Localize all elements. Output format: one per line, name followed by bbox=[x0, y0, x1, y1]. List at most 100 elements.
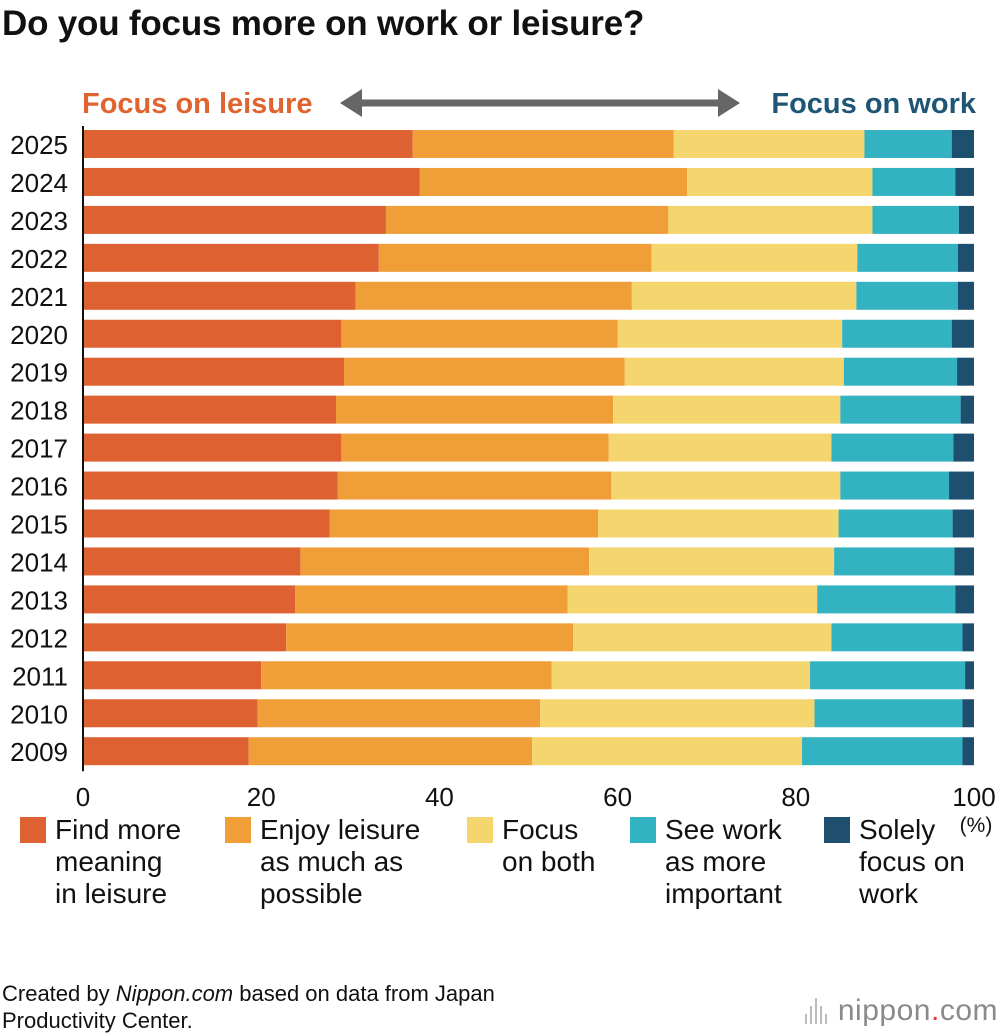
bar-segment bbox=[412, 130, 674, 158]
bar-segment bbox=[83, 585, 296, 614]
year-label: 2019 bbox=[10, 358, 68, 388]
bar-segment bbox=[960, 395, 974, 424]
direction-arrow-icon bbox=[340, 89, 740, 117]
legend-swatch bbox=[824, 817, 850, 843]
bar-segment bbox=[687, 167, 873, 196]
bar-segment bbox=[962, 737, 974, 766]
bar-segment bbox=[355, 281, 632, 310]
bar-segment bbox=[419, 167, 688, 196]
bar-segment bbox=[955, 167, 974, 196]
source-line2: Productivity Center. bbox=[2, 1008, 193, 1033]
year-label: 2009 bbox=[10, 737, 68, 767]
bar-segment bbox=[872, 167, 956, 196]
bar-segment bbox=[810, 661, 966, 690]
bar-segment bbox=[540, 699, 815, 728]
bar-segment bbox=[831, 433, 954, 462]
year-label: 2014 bbox=[10, 547, 68, 577]
x-unit-label: (%) bbox=[960, 814, 993, 837]
nippon-logo: nippon.com bbox=[804, 994, 998, 1028]
year-label: 2012 bbox=[10, 623, 68, 653]
x-tick-label: 20 bbox=[247, 782, 276, 812]
bar-segment bbox=[83, 623, 287, 652]
legend-item-solely-work: Solely focus on work bbox=[824, 814, 965, 910]
legend-item-enjoy-leisure: Enjoy leisure as much as possible bbox=[225, 814, 420, 910]
focus-on-work-label: Focus on work bbox=[771, 88, 976, 120]
bar-segment bbox=[300, 547, 590, 576]
bar-segment bbox=[257, 699, 541, 728]
chart-title: Do you focus more on work or leisure? bbox=[2, 4, 645, 43]
bar-segment bbox=[83, 737, 249, 766]
bar-segment bbox=[378, 243, 652, 272]
year-label: 2025 bbox=[10, 130, 68, 160]
bar-segment bbox=[329, 509, 598, 538]
bar-area bbox=[82, 126, 975, 772]
bar-segment bbox=[83, 281, 356, 310]
bar-segment bbox=[613, 395, 841, 424]
bar-segment bbox=[551, 661, 811, 690]
logo-dot: . bbox=[930, 994, 940, 1027]
bar-segment bbox=[248, 737, 533, 766]
year-label: 2021 bbox=[10, 282, 68, 312]
bar-segment bbox=[814, 699, 963, 728]
legend-item-work-more-important: See work as more important bbox=[630, 814, 782, 910]
bar-segment bbox=[341, 319, 618, 348]
bar-segment bbox=[802, 737, 963, 766]
bar-segment bbox=[83, 130, 413, 158]
bar-segment bbox=[651, 243, 858, 272]
bar-segment bbox=[83, 471, 338, 500]
bar-segment bbox=[962, 623, 974, 652]
year-label: 2022 bbox=[10, 244, 68, 274]
bar-segment bbox=[611, 471, 841, 500]
year-label: 2015 bbox=[10, 510, 68, 540]
year-label: 2024 bbox=[10, 168, 68, 198]
legend-swatch bbox=[630, 817, 656, 843]
bar-segment bbox=[337, 471, 612, 500]
bar-segment bbox=[840, 395, 961, 424]
bar-segment bbox=[341, 433, 609, 462]
bar-segment bbox=[842, 319, 952, 348]
bar-segment bbox=[617, 319, 843, 348]
source-prefix: Created by bbox=[2, 981, 116, 1006]
source-note: Created by Nippon.com based on data from… bbox=[2, 980, 495, 1034]
bar-segment bbox=[295, 585, 568, 614]
x-tick-label: 0 bbox=[76, 782, 90, 812]
bar-segment bbox=[831, 623, 963, 652]
bar-segment bbox=[857, 243, 958, 272]
legend-label: Focus on both bbox=[502, 814, 596, 877]
bar-segment bbox=[573, 623, 832, 652]
bar-segment bbox=[83, 661, 262, 690]
legend-item-focus-on-both: Focus on both bbox=[467, 814, 595, 878]
bar-segment bbox=[856, 281, 958, 310]
bar-segment bbox=[385, 205, 669, 234]
bar-segment bbox=[83, 357, 345, 386]
x-tick-label: 40 bbox=[425, 782, 454, 812]
bar-segment bbox=[83, 205, 386, 234]
focus-on-leisure-label: Focus on leisure bbox=[82, 88, 313, 120]
bar-segment bbox=[83, 395, 337, 424]
bar-segment bbox=[83, 547, 301, 576]
bar-segment bbox=[286, 623, 574, 652]
bar-segment bbox=[344, 357, 625, 386]
bar-segment bbox=[624, 357, 844, 386]
bar-segment bbox=[668, 205, 873, 234]
bar-segment bbox=[872, 205, 959, 234]
bar-segment bbox=[840, 471, 950, 500]
year-label: 2011 bbox=[12, 661, 68, 691]
legend-label: See work as more important bbox=[665, 814, 782, 909]
bar-segment bbox=[957, 243, 974, 272]
source-site: Nippon.com bbox=[115, 981, 234, 1006]
bar-segment bbox=[955, 585, 974, 614]
year-labels: 2025 2024 2023 2022 2021 2020 2019 2018 2017 2016… bbox=[10, 130, 68, 767]
legend-label: Solely focus on work bbox=[859, 814, 965, 909]
bar-segment bbox=[83, 319, 342, 348]
bar-segment bbox=[83, 243, 379, 272]
year-label: 2016 bbox=[10, 472, 68, 502]
year-label: 2020 bbox=[10, 320, 68, 350]
year-label: 2017 bbox=[10, 434, 68, 464]
bar-segment bbox=[83, 433, 342, 462]
logo-name: nippon bbox=[837, 994, 931, 1027]
source-suffix: based on data from Japan bbox=[233, 981, 495, 1006]
x-tick-label: 60 bbox=[603, 782, 632, 812]
legend-swatch bbox=[225, 817, 251, 843]
year-label: 2018 bbox=[10, 396, 68, 426]
